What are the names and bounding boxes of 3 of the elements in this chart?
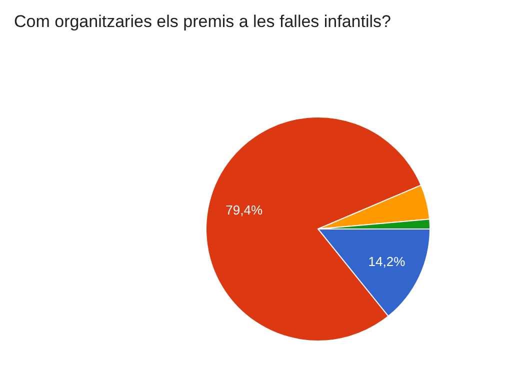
data-label: 79,4% [226,202,263,218]
chart-title: Com organitzaries els premis a les falles infantils? [14,12,391,31]
data-label: 14,2% [368,254,406,269]
